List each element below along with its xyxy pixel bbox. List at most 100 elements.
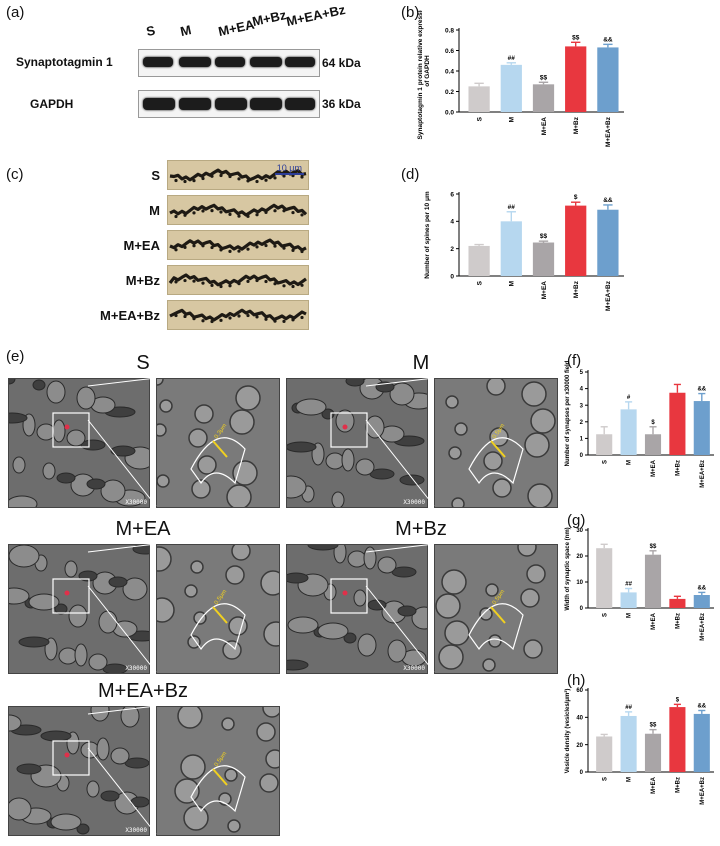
em-group-title: M+EA [115, 518, 171, 540]
scale-bar-label: 10 μm [274, 163, 304, 175]
em-width-label: 0.5μm [214, 751, 229, 768]
band [179, 57, 211, 67]
significance-label: $$ [650, 544, 657, 550]
zoom-connector-lines [87, 706, 157, 835]
bar [532, 84, 555, 112]
spine-group-label: M [149, 203, 160, 218]
bar [468, 86, 490, 112]
x-tick-label: M+EA [541, 117, 548, 136]
y-axis-label: Vesicle density (vesicles/μm²) [564, 689, 571, 774]
significance-label: $$ [572, 34, 580, 41]
blot-lane-label: S [144, 22, 157, 39]
spine-group-label: M+Bz [125, 273, 160, 288]
spine-group-label: M+EA [123, 238, 160, 253]
spine-image: 10 μm [167, 160, 309, 190]
chart-b: Synaptotagmin 1 protein relative express… [417, 10, 624, 147]
bar [620, 715, 637, 772]
band [285, 57, 315, 67]
bar [644, 434, 662, 455]
bar [596, 434, 613, 455]
x-tick-label: M+Bz [573, 280, 580, 298]
blot-kda-gapdh: 36 kDa [322, 97, 361, 111]
bar [596, 736, 613, 772]
x-tick-label: M+EA+Bz [700, 460, 706, 488]
significance-label: # [627, 395, 631, 401]
significance-label: $$ [650, 723, 657, 729]
x-tick-label: S [476, 116, 483, 121]
blot-row-label-gapdh: GAPDH [30, 97, 74, 111]
x-tick-label: M+EA+Bz [700, 777, 706, 805]
y-axis-label: Width of synaptic space (nm) [565, 527, 571, 610]
blot-lane-label: M+EA+Bz [284, 1, 347, 30]
y-tick-label: 6 [450, 191, 454, 198]
significance-label: $ [676, 697, 680, 703]
blot-lane-labels: S M M+EA M+Bz M+EA+Bz [138, 2, 347, 44]
band [215, 98, 247, 110]
x-tick-label: M [509, 117, 516, 122]
significance-label: $ [651, 420, 655, 426]
y-tick-label: 40 [576, 715, 583, 721]
panel-label-g: (g) [567, 512, 586, 529]
blot-lane-label: M+EA [216, 16, 256, 39]
dendrite-trace [169, 203, 308, 219]
bar [500, 221, 522, 276]
zoom-connector-lines [87, 378, 157, 507]
band [250, 57, 282, 67]
y-tick-label: 20 [576, 743, 583, 749]
x-tick-label: M+Bz [676, 460, 682, 476]
em-zoom-image: 0.3μm [156, 378, 280, 508]
significance-label: && [603, 36, 613, 43]
em-group-title: M+Bz [395, 518, 447, 540]
chart-g: Width of synaptic space (nm) 0 10 20 30 S ## M $… [565, 527, 714, 641]
y-tick-label: 20 [576, 554, 583, 560]
x-tick-label: M+EA+Bz [605, 116, 612, 147]
spine-group-label: S [151, 168, 160, 183]
em-width-label: 0.5μm [214, 589, 229, 606]
bar [500, 64, 522, 112]
em-width-label: 0.5μm [492, 589, 507, 606]
bar [644, 733, 662, 772]
significance-label: ## [508, 204, 516, 211]
panel-label-d: (d) [401, 166, 420, 183]
y-tick-label: 5 [580, 370, 584, 376]
x-tick-label: M [627, 460, 633, 465]
y-tick-label: 10 [576, 580, 583, 586]
y-tick-label: 0 [580, 453, 584, 459]
y-tick-label: 4 [580, 387, 584, 393]
x-tick-label: M+Bz [676, 613, 682, 629]
dendrite-trace [169, 308, 307, 324]
blot-gapdh-strip [138, 90, 320, 118]
em-magnification: X30000 [403, 665, 425, 672]
bar [468, 245, 490, 276]
x-tick-label: M+EA+Bz [700, 613, 706, 641]
y-tick-label: 0 [580, 770, 584, 776]
em-zoom-image: 0.5μm [434, 378, 558, 508]
panel-label-e: (e) [6, 348, 25, 365]
x-tick-label: M+EA [651, 459, 657, 477]
y-tick-label: 2 [580, 420, 584, 426]
em-magnification: X30000 [125, 665, 147, 672]
x-tick-label: M+EA [651, 776, 657, 794]
zoom-connector-lines [365, 544, 435, 673]
panel-label-h: (h) [567, 672, 586, 689]
significance-label: && [697, 387, 706, 393]
band [143, 57, 173, 67]
y-tick-label: 30 [576, 528, 583, 534]
x-tick-label: M+EA+Bz [605, 280, 612, 311]
x-tick-label: S [602, 460, 608, 464]
em-width-label: 0.5μm [492, 423, 507, 440]
blot-row-label-synaptotagmin: Synaptotagmin 1 [16, 55, 113, 69]
em-zoom-image: 0.5μm [434, 544, 558, 674]
panel-label-c: (c) [6, 166, 24, 183]
bar [669, 392, 686, 455]
band [215, 57, 245, 67]
significance-label: && [697, 704, 706, 710]
y-tick-label: 0.6 [445, 48, 454, 55]
em-overview-image: X30000 [286, 544, 428, 674]
em-magnification: X30000 [125, 499, 147, 506]
em-zoom-image: 0.5μm [156, 544, 280, 674]
chart-d: Number of spines per 10 μm 0 2 4 6 S ## M $$ M+EA… [424, 191, 624, 311]
bar [532, 242, 555, 276]
blot-kda-synaptotagmin: 64 kDa [322, 56, 361, 70]
band [179, 98, 211, 110]
